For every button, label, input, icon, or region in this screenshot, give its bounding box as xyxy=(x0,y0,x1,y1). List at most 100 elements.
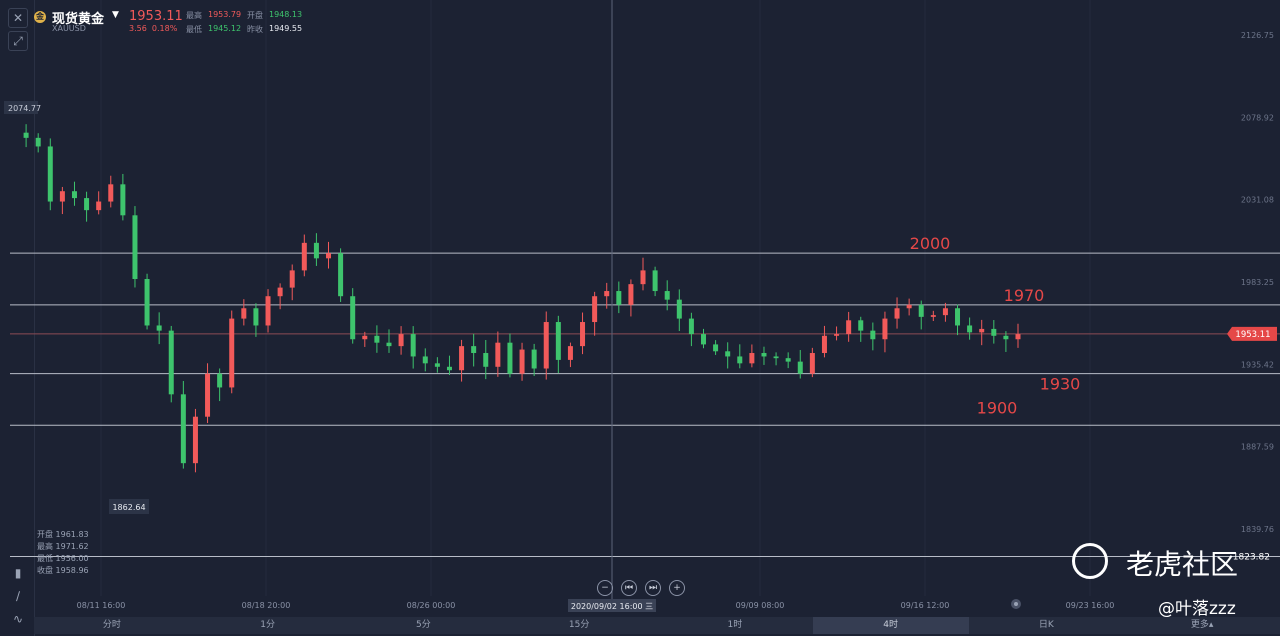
candle-body xyxy=(906,304,912,309)
tab-3[interactable]: 15分 xyxy=(568,620,590,630)
candle-body xyxy=(471,346,477,354)
candle-body xyxy=(773,356,779,359)
candle-body xyxy=(253,308,259,326)
y-tick-label: 2031.08 xyxy=(1241,196,1274,205)
candle-body xyxy=(265,296,271,326)
tiger-logo-icon xyxy=(1072,543,1108,579)
zoom-out-button[interactable]: − xyxy=(597,580,613,596)
candle-body xyxy=(326,253,332,259)
candle-body xyxy=(507,342,513,374)
candle-body xyxy=(918,304,924,317)
tab-4[interactable]: 1时 xyxy=(727,620,743,630)
expand-icon[interactable]: ⤢ xyxy=(8,31,28,51)
x-tick-label: 08/11 16:00 xyxy=(77,601,126,610)
candle-body xyxy=(35,137,41,147)
candle-body xyxy=(834,334,840,336)
candle-body xyxy=(858,320,864,331)
candle-body xyxy=(846,320,852,335)
settings-dot-inner xyxy=(1014,602,1018,606)
y-tick-label: 1935.42 xyxy=(1241,360,1274,369)
candle-body xyxy=(192,416,198,464)
candle-body xyxy=(870,330,876,340)
high-value: 1953.79 xyxy=(208,10,242,19)
candle-body xyxy=(991,328,997,336)
user-watermark: @叶落zzz xyxy=(1158,599,1236,619)
y-tick-label: 1839.76 xyxy=(1241,525,1274,534)
candle-body xyxy=(555,322,561,360)
candle-body xyxy=(217,373,223,388)
annotation-1900: 1900 xyxy=(977,398,1018,417)
indicator-icon[interactable]: ▮ xyxy=(14,566,22,580)
tab-1[interactable]: 1分 xyxy=(260,620,275,630)
candle-body xyxy=(749,353,755,364)
x-tick-label: 08/26 00:00 xyxy=(407,601,456,610)
open-label: 开盘 xyxy=(247,11,263,20)
tab-0[interactable]: 分时 xyxy=(102,620,121,630)
gold-coin-icon: 金 xyxy=(34,11,46,23)
candle-body xyxy=(84,198,90,211)
candle-body xyxy=(930,315,936,317)
candle-body xyxy=(761,353,767,357)
y-tick-label: 1887.59 xyxy=(1241,443,1274,452)
x-tick-label: 09/09 08:00 xyxy=(736,601,785,610)
close-icon[interactable]: ✕ xyxy=(8,8,28,28)
y-tick-label: 1983.25 xyxy=(1241,278,1274,287)
candle-body xyxy=(168,330,174,395)
candle-body xyxy=(580,322,586,347)
candle-body xyxy=(180,394,186,464)
candle-body xyxy=(108,184,114,202)
candle-body xyxy=(543,322,549,369)
candle-body xyxy=(23,132,29,138)
zoom-in-button[interactable]: + xyxy=(669,580,685,596)
ohlc-close: 收盘 1958.96 xyxy=(37,566,89,575)
candle-body xyxy=(882,318,888,340)
current-price-text: 1953.11 xyxy=(1235,330,1270,340)
candle-body xyxy=(120,184,126,216)
candle-body xyxy=(350,296,356,340)
low-value: 1945.12 xyxy=(208,24,242,33)
candle-body xyxy=(942,308,948,316)
candle-body xyxy=(434,363,440,367)
draw-tool-icon[interactable]: ∕ xyxy=(15,589,21,603)
prev-button[interactable]: ⏮ xyxy=(621,580,637,596)
tab-7[interactable]: 更多▴ xyxy=(1190,620,1214,630)
candle-body xyxy=(338,253,344,297)
candle-body xyxy=(713,344,719,352)
line-chart-icon[interactable]: ∿ xyxy=(12,612,24,626)
candle-body xyxy=(229,318,235,388)
prev-close-label: 昨收 xyxy=(247,25,263,34)
ohlc-high: 最高 1971.62 xyxy=(37,542,89,551)
tab-6[interactable]: 日K xyxy=(1038,620,1054,630)
chevron-down-icon[interactable]: ▼ xyxy=(112,10,119,20)
x-tick-label: 09/16 12:00 xyxy=(901,601,950,610)
candle-body xyxy=(483,353,489,367)
candle-body xyxy=(313,242,319,259)
candle-body xyxy=(809,353,815,374)
candle-body xyxy=(652,270,658,292)
candle-body xyxy=(301,242,307,271)
next-button[interactable]: ⏭ xyxy=(645,580,661,596)
candle-body xyxy=(664,291,670,300)
candle-body xyxy=(410,334,416,357)
open-value: 1948.13 xyxy=(269,10,303,19)
brand-text: 老虎社区 xyxy=(1126,548,1239,581)
candle-body xyxy=(374,335,380,343)
candle-body xyxy=(495,342,501,367)
candle-body xyxy=(797,361,803,374)
candle-body xyxy=(1003,335,1009,340)
annotation-1930: 1930 xyxy=(1040,375,1081,394)
candle-body xyxy=(979,328,985,333)
candle-body xyxy=(241,308,247,319)
price-change: 3.56 0.18% xyxy=(129,24,178,33)
y-tick-label: 2078.92 xyxy=(1241,113,1274,122)
tab-5[interactable]: 4时 xyxy=(812,617,969,634)
tab-2[interactable]: 5分 xyxy=(416,620,431,630)
instrument-name[interactable]: 现货黄金 xyxy=(52,12,105,27)
candle-body xyxy=(955,308,961,326)
candle-body xyxy=(519,349,525,374)
candle-body xyxy=(132,215,138,279)
candle-body xyxy=(531,349,537,369)
candle-body xyxy=(277,287,283,297)
candle-body xyxy=(592,296,598,323)
